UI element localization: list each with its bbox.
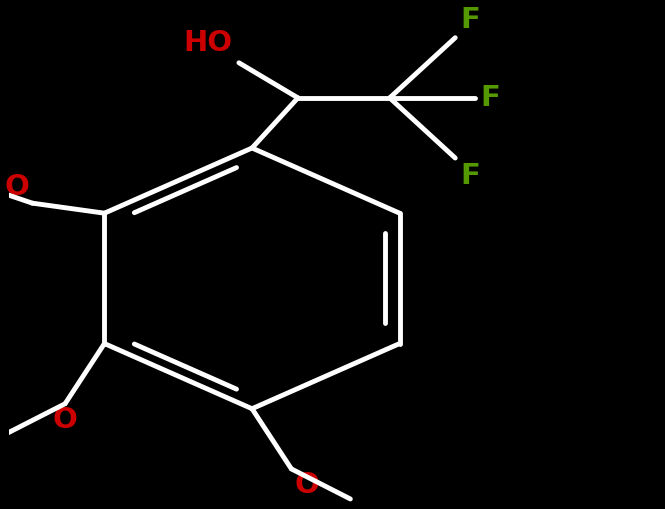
Text: O: O <box>4 173 29 201</box>
Text: O: O <box>295 471 319 499</box>
Text: F: F <box>480 84 500 112</box>
Text: F: F <box>460 162 480 190</box>
Text: O: O <box>53 406 78 434</box>
Text: F: F <box>460 6 480 34</box>
Text: HO: HO <box>184 29 232 57</box>
